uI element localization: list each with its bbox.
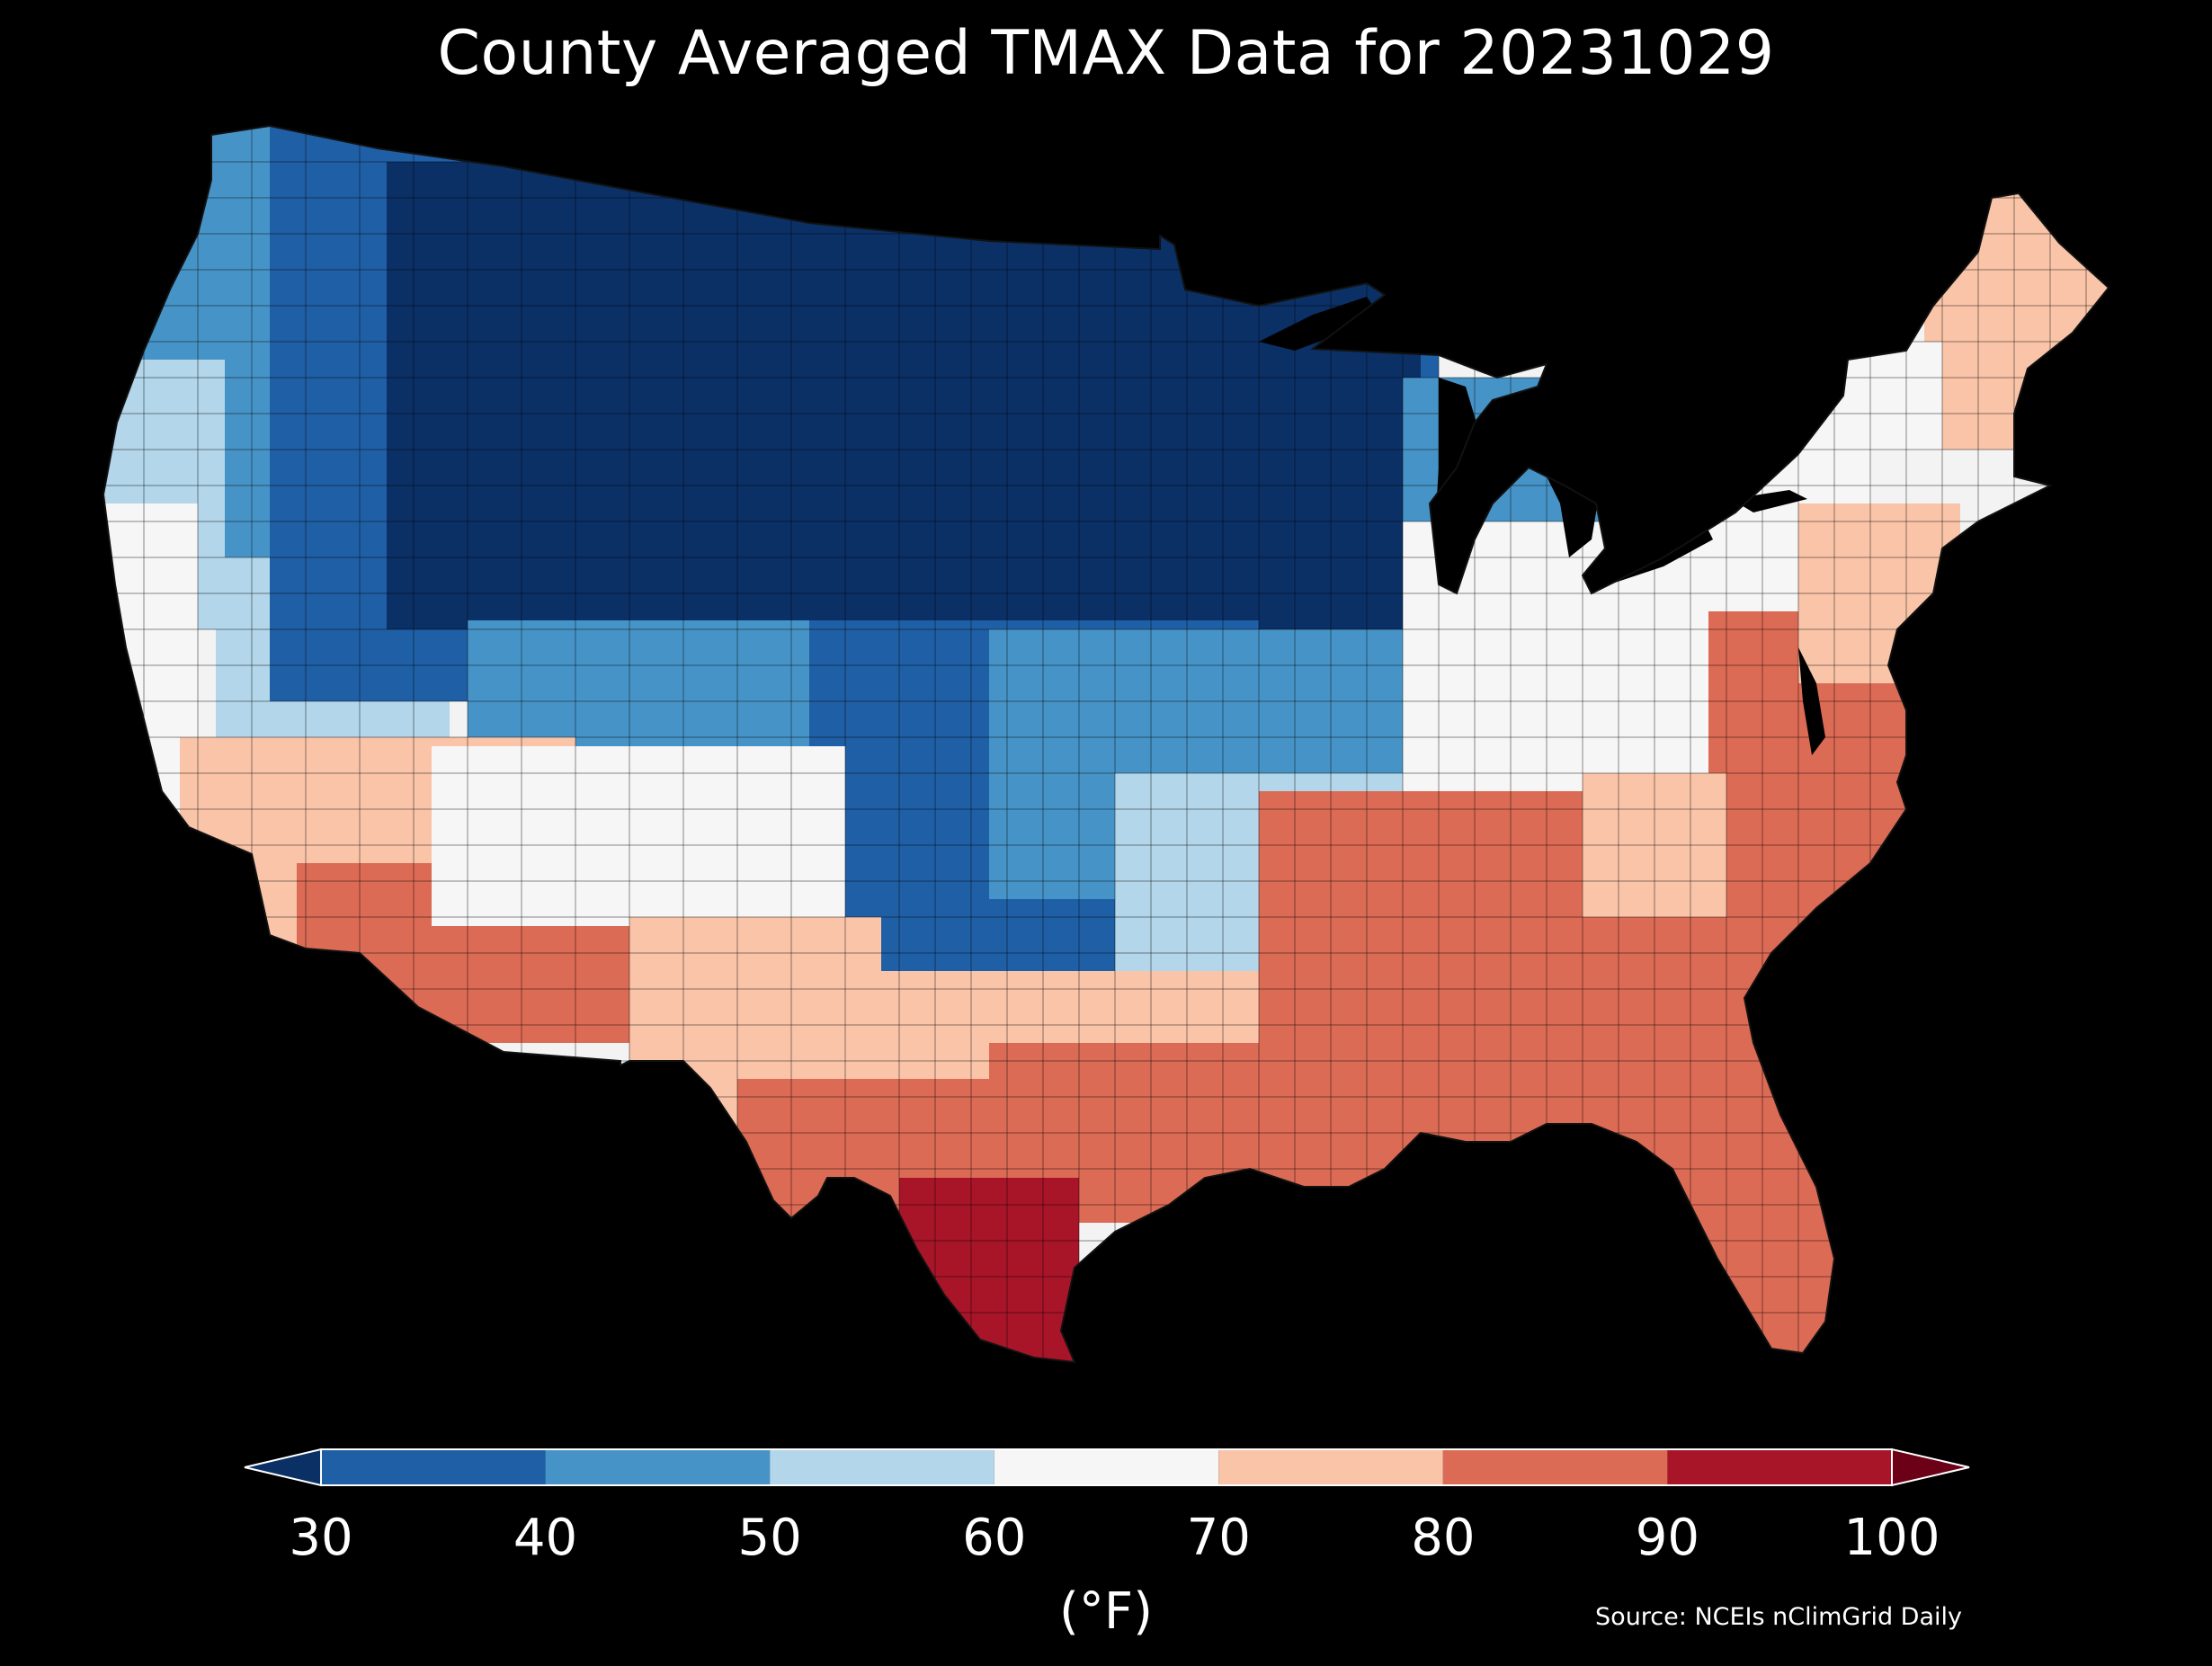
- colorbar-tick-90: 90: [1635, 1509, 1700, 1567]
- map-title: County Averaged TMAX Data for 20231029: [437, 18, 1775, 89]
- colorbar-bin-60-70: [994, 1449, 1219, 1485]
- colorbar-tick-80: 80: [1411, 1509, 1476, 1567]
- lake-huron: [1529, 396, 1601, 557]
- source-note: Source: NCEIs nClimGrid Daily: [1595, 1603, 1962, 1631]
- colorbar-bin-30-40: [321, 1449, 546, 1485]
- colorbar-bin-50-60: [770, 1449, 995, 1485]
- colorbar-under-arrow: [244, 1448, 322, 1487]
- colorbar-bin-70-80: [1218, 1449, 1443, 1485]
- colorbar-bins: [321, 1449, 1892, 1485]
- us-outline: [102, 124, 2110, 1364]
- temperature-fill-layer: [103, 126, 2109, 1362]
- great-lakes: [1259, 297, 1807, 589]
- colorbar-tick-30: 30: [289, 1509, 353, 1567]
- lake-ontario: [1731, 490, 1807, 512]
- colorbar-bin-80-90: [1442, 1449, 1668, 1485]
- colorbar-tick-70: 70: [1186, 1509, 1251, 1567]
- colorbar: [244, 1448, 1970, 1487]
- colorbar-tick-60: 60: [962, 1509, 1027, 1567]
- colorbar-bin-40-50: [545, 1449, 771, 1485]
- lake-michigan: [1434, 378, 1479, 584]
- colorbar-over-arrow: [1891, 1448, 1970, 1487]
- colorbar-frame: [320, 1448, 1893, 1486]
- colorbar-unit-label: (°F): [1059, 1582, 1153, 1641]
- colorbar-tick-40: 40: [513, 1509, 578, 1567]
- us-county-map: [102, 124, 2110, 1364]
- lake-superior: [1259, 297, 1376, 351]
- colorbar-bin-90-100: [1667, 1449, 1892, 1485]
- lake-erie: [1583, 530, 1713, 589]
- colorbar-tick-50: 50: [737, 1509, 802, 1567]
- chesapeake-bay: [1798, 647, 1825, 755]
- colorbar-tick-100: 100: [1843, 1509, 1940, 1567]
